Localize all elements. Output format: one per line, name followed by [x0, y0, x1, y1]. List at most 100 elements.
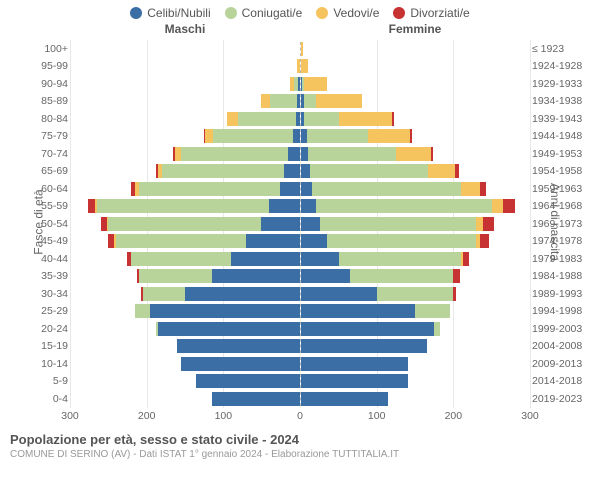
birth-label: 1924-1928 [532, 60, 592, 72]
birth-label: 2004-2008 [532, 340, 592, 352]
bar-segment [181, 147, 288, 161]
bar-segment [453, 287, 455, 301]
bar-segment [139, 269, 212, 283]
x-tick: 100 [368, 410, 386, 422]
legend-item: Vedovi/e [316, 6, 379, 20]
pyramid-row: 95-991924-1928 [70, 58, 530, 76]
bar-segment [339, 252, 461, 266]
male-bar [70, 199, 301, 213]
legend-label: Coniugati/e [242, 6, 303, 20]
female-bar [301, 287, 531, 301]
bar-segment [185, 287, 300, 301]
male-bar [70, 357, 301, 371]
pyramid-row: 45-491974-1978 [70, 233, 530, 251]
bar-segment [158, 322, 300, 336]
bar-segment [301, 287, 377, 301]
female-bar [301, 77, 531, 91]
female-bar [301, 217, 531, 231]
female-bar [301, 357, 531, 371]
legend-label: Celibi/Nubili [147, 6, 210, 20]
bar-segment [196, 374, 299, 388]
female-bar [301, 269, 531, 283]
birth-label: 1994-1998 [532, 305, 592, 317]
bar-segment [213, 129, 293, 143]
bar-segment [304, 112, 338, 126]
bar-segment [261, 94, 270, 108]
female-bar [301, 392, 531, 406]
age-label: 100+ [8, 43, 68, 55]
age-label: 85-89 [8, 95, 68, 107]
birth-label: 1929-1933 [532, 78, 592, 90]
pyramid-row: 25-291994-1998 [70, 303, 530, 321]
birth-label: 2009-2013 [532, 358, 592, 370]
pyramid-row: 75-791944-1948 [70, 128, 530, 146]
header-male: Maschi [70, 22, 300, 36]
male-bar [70, 392, 301, 406]
bar-segment [480, 234, 489, 248]
pyramid-row: 5-92014-2018 [70, 373, 530, 391]
birth-label: 1974-1978 [532, 235, 592, 247]
birth-label: 1964-1968 [532, 200, 592, 212]
bar-segment [296, 112, 300, 126]
age-label: 40-44 [8, 253, 68, 265]
pyramid-row: 80-841939-1943 [70, 110, 530, 128]
legend-item: Divorziati/e [393, 6, 469, 20]
female-bar [301, 252, 531, 266]
female-bar [301, 147, 531, 161]
bar-segment [301, 269, 351, 283]
birth-label: 1999-2003 [532, 323, 592, 335]
pyramid-row: 100+≤ 1923 [70, 40, 530, 58]
pyramid-row: 65-691954-1958 [70, 163, 530, 181]
bar-segment [312, 182, 461, 196]
birth-label: 1959-1963 [532, 183, 592, 195]
birth-label: 1989-1993 [532, 288, 592, 300]
male-bar [70, 234, 301, 248]
male-bar [70, 112, 301, 126]
birth-label: 2019-2023 [532, 393, 592, 405]
male-bar [70, 374, 301, 388]
bar-segment [463, 252, 469, 266]
bar-segment [410, 129, 412, 143]
bar-segment [212, 269, 300, 283]
bar-segment [304, 77, 327, 91]
age-label: 90-94 [8, 78, 68, 90]
age-label: 10-14 [8, 358, 68, 370]
bar-segment [316, 199, 492, 213]
pyramid-row: 35-391984-1988 [70, 268, 530, 286]
pyramid-row: 0-42019-2023 [70, 390, 530, 408]
male-bar [70, 94, 301, 108]
footer-subtitle: COMUNE DI SERINO (AV) - Dati ISTAT 1° ge… [10, 449, 590, 460]
bar-segment [298, 77, 300, 91]
bar-segment [301, 304, 416, 318]
legend-swatch [225, 7, 237, 19]
male-bar [70, 147, 301, 161]
bar-segment [301, 147, 309, 161]
legend-label: Vedovi/e [333, 6, 379, 20]
female-bar [301, 182, 531, 196]
female-bar [301, 304, 531, 318]
bar-segment [455, 164, 459, 178]
bar-segment [301, 374, 408, 388]
age-label: 5-9 [8, 375, 68, 387]
male-bar [70, 217, 301, 231]
bar-segment [139, 182, 281, 196]
male-bar [70, 77, 301, 91]
female-bar [301, 199, 531, 213]
bar-segment [431, 147, 433, 161]
legend-swatch [393, 7, 405, 19]
legend-swatch [130, 7, 142, 19]
female-bar [301, 234, 531, 248]
bar-segment [261, 217, 299, 231]
birth-label: 1979-1983 [532, 253, 592, 265]
age-label: 30-34 [8, 288, 68, 300]
x-tick: 100 [215, 410, 233, 422]
birth-label: ≤ 1923 [532, 43, 592, 55]
bar-segment [108, 217, 261, 231]
bar-segment [392, 112, 394, 126]
chart-footer: Popolazione per età, sesso e stato civil… [0, 424, 600, 460]
bar-segment [396, 147, 430, 161]
birth-label: 1984-1988 [532, 270, 592, 282]
header-female: Femmine [300, 22, 530, 36]
legend-item: Coniugati/e [225, 6, 303, 20]
bar-segment [284, 164, 299, 178]
